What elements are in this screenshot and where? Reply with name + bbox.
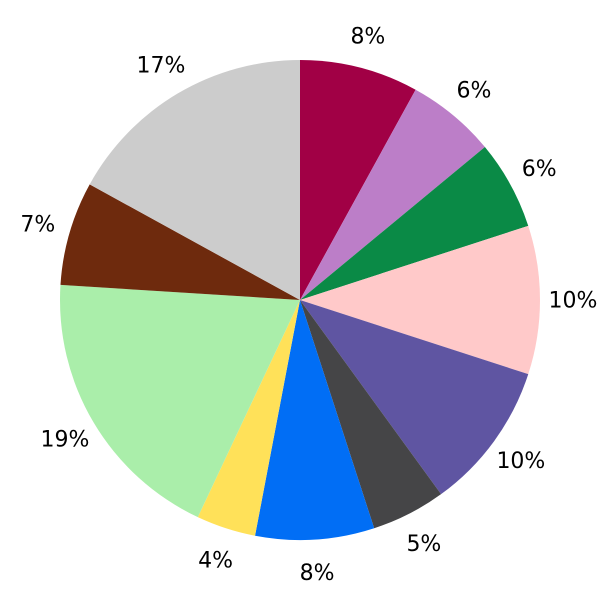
pie-slice-1: [300, 60, 416, 300]
pie-slice-7: [255, 300, 375, 540]
pie-slice-3: [300, 147, 529, 300]
slice-label-9: 19%: [41, 428, 90, 453]
slice-label-11: 17%: [137, 54, 186, 79]
pie-slice-11: [89, 60, 300, 300]
pie-slice-10: [60, 184, 300, 300]
pie-slice-9: [59, 284, 300, 518]
slice-label-7: 8%: [300, 561, 335, 586]
slice-label-3: 6%: [522, 157, 557, 182]
pie-slice-5: [300, 300, 529, 495]
slice-label-2: 6%: [457, 78, 492, 103]
pie-slice-6: [300, 300, 442, 529]
slice-label-10: 7%: [20, 213, 55, 238]
slice-label-4: 10%: [549, 289, 598, 314]
pie-slice-8: [197, 300, 300, 536]
slice-label-6: 5%: [406, 532, 441, 557]
slice-label-5: 10%: [496, 449, 545, 474]
slice-label-1: 8%: [350, 24, 385, 49]
pie-slice-2: [300, 89, 485, 300]
pie-slice-4: [300, 225, 540, 375]
slice-label-8: 4%: [198, 548, 233, 573]
